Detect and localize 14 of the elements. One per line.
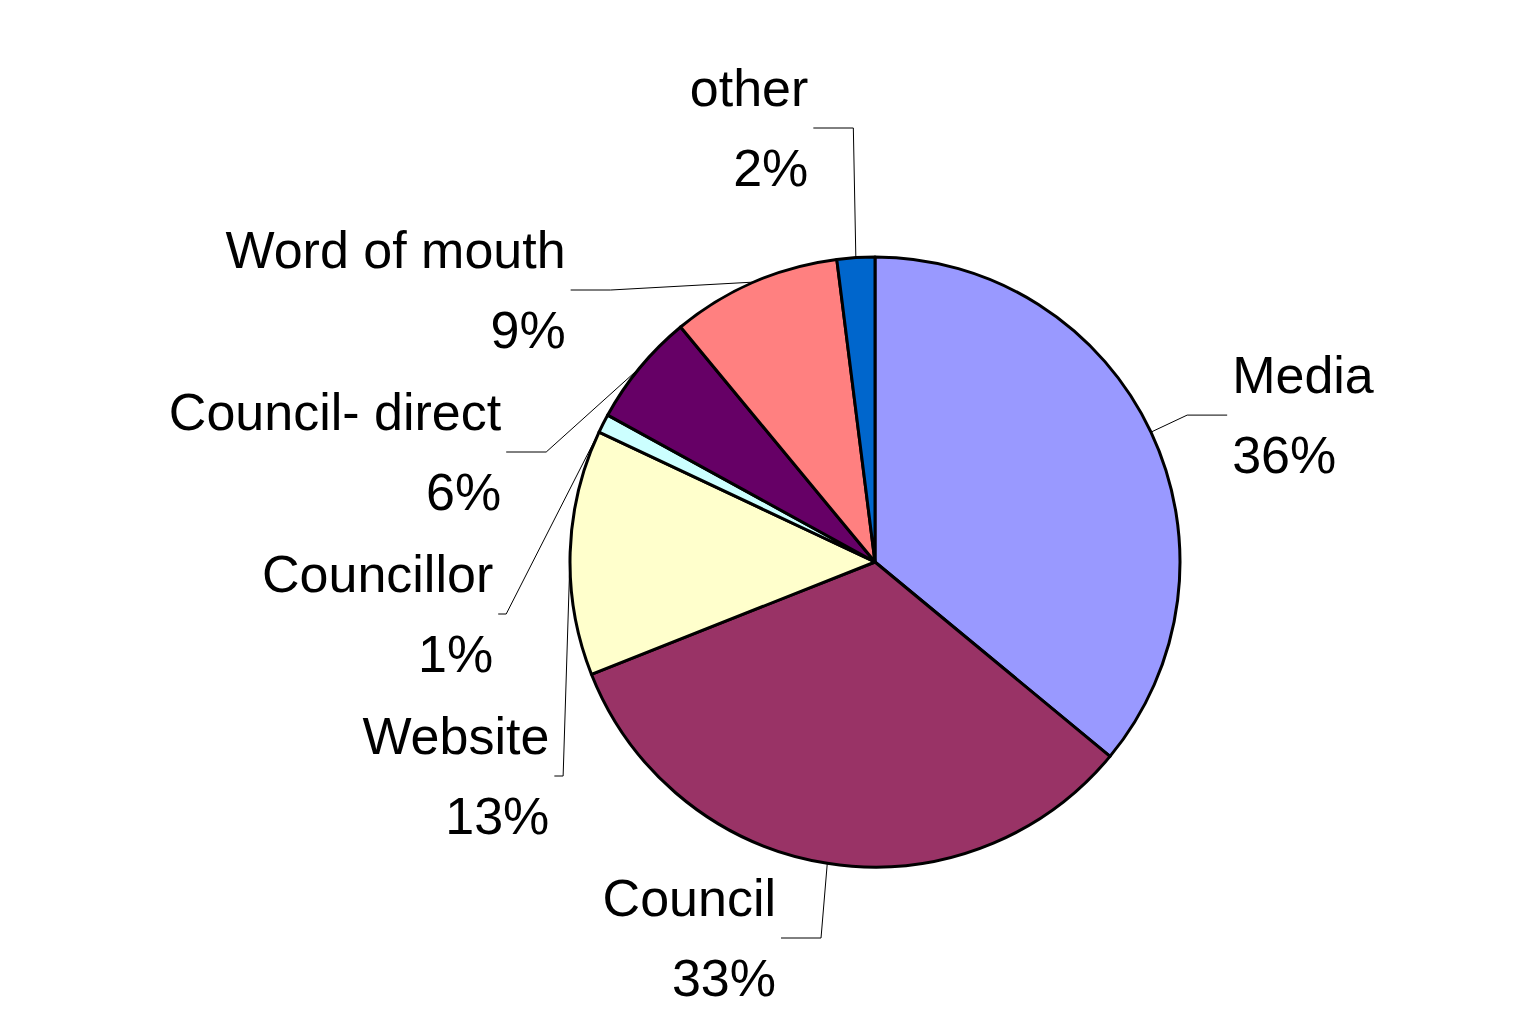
data-label: 1% — [418, 625, 494, 683]
data-label: 33% — [671, 949, 777, 1007]
slice-label: Council- direct — [168, 383, 502, 441]
data-label: 9% — [490, 301, 566, 359]
data-label: 2% — [733, 139, 809, 197]
data-label: 6% — [426, 463, 502, 521]
slice-label: other — [689, 59, 809, 117]
slice-label: Council — [602, 869, 777, 927]
data-label: 13% — [445, 787, 550, 845]
slice-label: Media — [1232, 346, 1374, 405]
slice-label: Word of mouth — [225, 221, 566, 279]
data-label: 36% — [1232, 426, 1337, 485]
slice-label: Councillor — [262, 545, 494, 603]
slice-label: Website — [362, 707, 550, 765]
